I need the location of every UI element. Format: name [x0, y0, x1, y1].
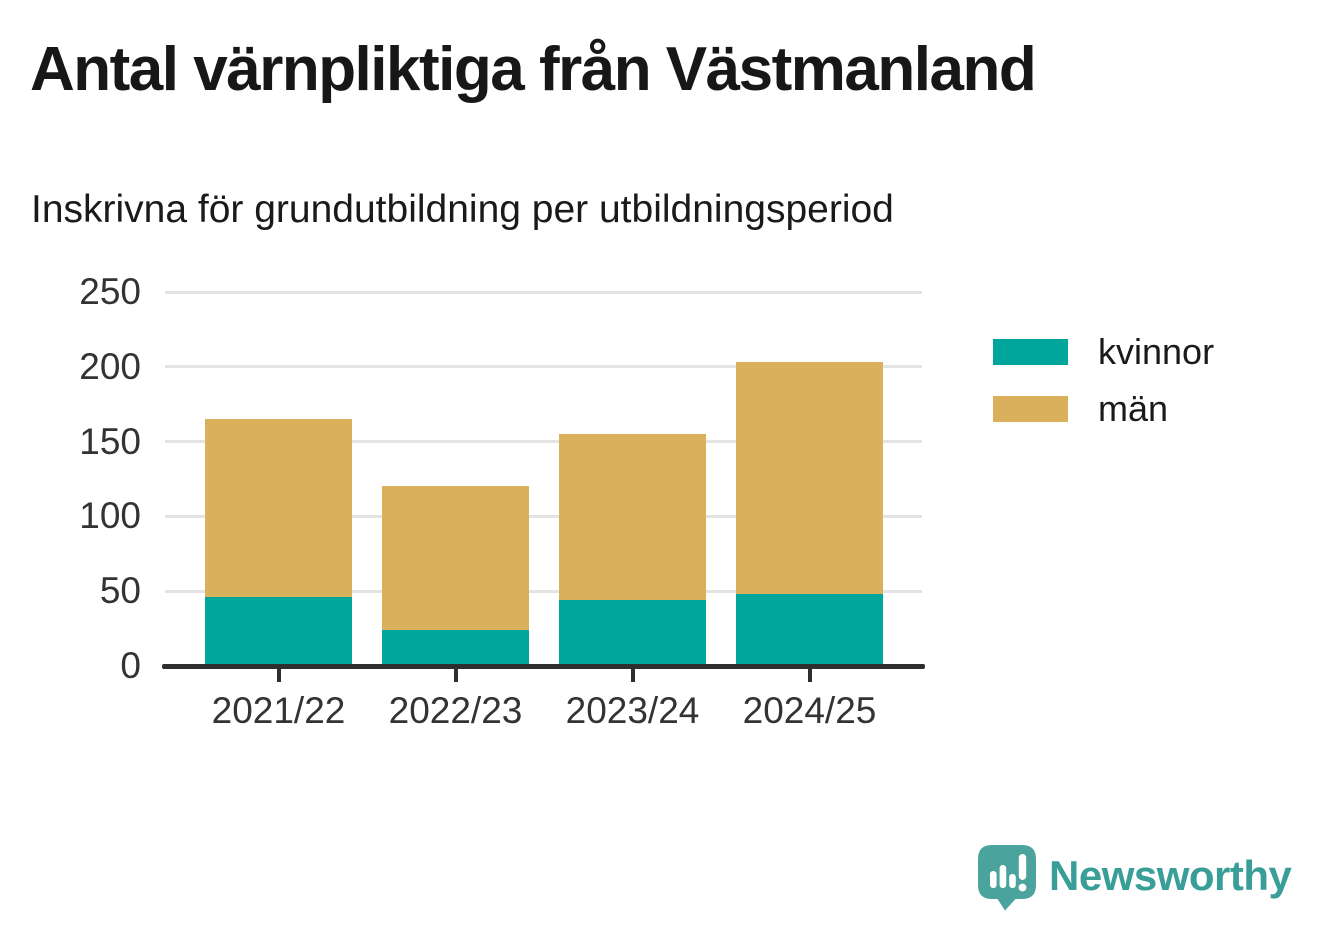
gridline-y-200: [165, 365, 922, 369]
legend-swatch: [993, 396, 1068, 422]
plot-area: 0 50 100 150 200 250 2021/22 2022/23 2023/24 2024…: [79, 271, 925, 731]
bar-2021/22-kvinnor: [205, 597, 352, 666]
legend-label: män: [1098, 388, 1169, 429]
y-tick-label: 250: [79, 271, 141, 312]
brand-name: Newsworthy: [1049, 852, 1292, 899]
gridline-y-50: [165, 589, 922, 593]
bar-2023/24-kvinnor: [559, 600, 706, 666]
legend-swatch: [993, 339, 1068, 365]
y-tick-label: 50: [99, 570, 141, 612]
x-tick-2022/23: [453, 669, 458, 682]
x-tick-2024/25: [807, 669, 812, 682]
x-tick-label: 2023/24: [565, 690, 700, 731]
x-tick-label: 2021/22: [211, 690, 346, 731]
x-tick-2023/24: [630, 669, 635, 682]
x-tick-2021/22: [276, 669, 281, 682]
y-tick-label: 150: [79, 420, 141, 462]
chart-title: Antal värnpliktiga från Västmanland: [30, 35, 1037, 104]
legend-item-kvinnor: kvinnor: [993, 332, 1214, 372]
bar-2023/24-män: [559, 434, 706, 601]
bar-2024/25-kvinnor: [736, 594, 883, 666]
bar-2024/25-män: [736, 362, 883, 595]
gridline-y-100: [165, 514, 922, 518]
x-tick-label: 2024/25: [742, 690, 877, 731]
legend-label: kvinnor: [1098, 331, 1215, 372]
gridline-y-250: [165, 290, 922, 294]
legend-item-män: män: [993, 389, 1214, 429]
bar-2022/23-män: [382, 486, 529, 631]
y-tick-label: 200: [79, 345, 141, 387]
x-axis-line: [162, 664, 925, 669]
legend: kvinnor män: [993, 332, 1214, 429]
brand-logo: Newsworthy: [978, 845, 1292, 911]
x-tick-label: 2022/23: [388, 690, 523, 731]
y-tick-label: 0: [120, 645, 141, 686]
newsworthy-logo-icon: [978, 845, 1036, 911]
bar-2021/22-män: [205, 419, 352, 598]
bar-2022/23-kvinnor: [382, 630, 529, 666]
chart-subtitle: Inskrivna för grundutbildning per utbild…: [31, 188, 894, 231]
y-tick-label: 100: [79, 495, 141, 537]
gridline-y-150: [165, 440, 922, 444]
